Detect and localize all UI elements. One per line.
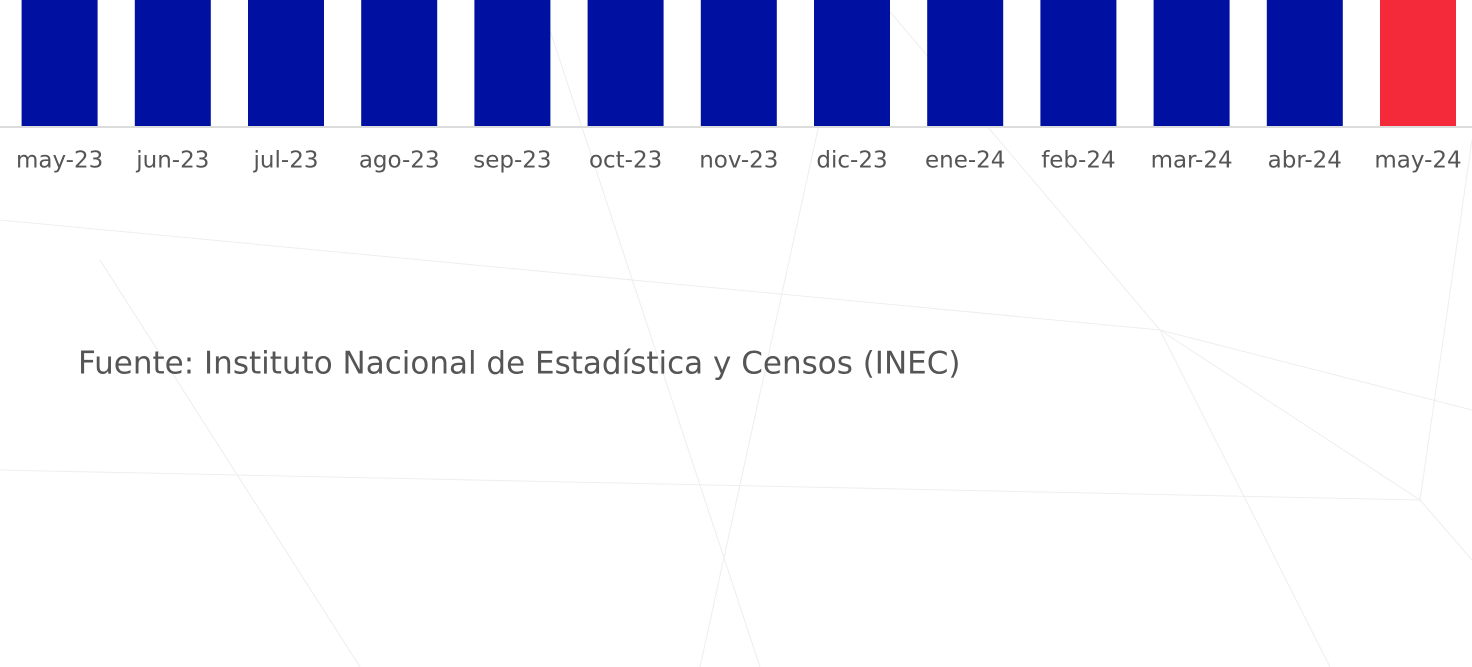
bar bbox=[134, 0, 211, 126]
bar bbox=[814, 0, 890, 126]
x-tick-label: oct-23 bbox=[589, 148, 662, 174]
x-tick-label: feb-24 bbox=[1041, 148, 1115, 174]
x-tick-label: ago-23 bbox=[359, 148, 440, 174]
bar bbox=[361, 0, 438, 126]
bar bbox=[21, 0, 98, 126]
x-tick-label: dic-23 bbox=[816, 148, 887, 174]
x-tick-label: jul-23 bbox=[253, 148, 319, 174]
bar bbox=[1153, 0, 1230, 126]
x-tick-label: abr-24 bbox=[1268, 148, 1342, 174]
bar bbox=[248, 0, 324, 126]
bar bbox=[587, 0, 664, 126]
x-tick-label: jun-23 bbox=[135, 148, 209, 174]
bar bbox=[474, 0, 551, 126]
x-tick-label: may-23 bbox=[16, 148, 103, 174]
x-tick-label: mar-24 bbox=[1151, 148, 1233, 174]
x-tick-label: nov-23 bbox=[699, 148, 778, 174]
bar bbox=[700, 0, 777, 126]
bar bbox=[927, 0, 1004, 126]
source-note: Fuente: Instituto Nacional de Estadístic… bbox=[78, 346, 960, 382]
bar bbox=[1040, 0, 1117, 126]
x-tick-label: ene-24 bbox=[925, 148, 1005, 174]
x-tick-label: sep-23 bbox=[473, 148, 551, 174]
bar bbox=[1380, 0, 1456, 126]
bar bbox=[1266, 0, 1343, 126]
x-tick-label: may-24 bbox=[1374, 148, 1461, 174]
